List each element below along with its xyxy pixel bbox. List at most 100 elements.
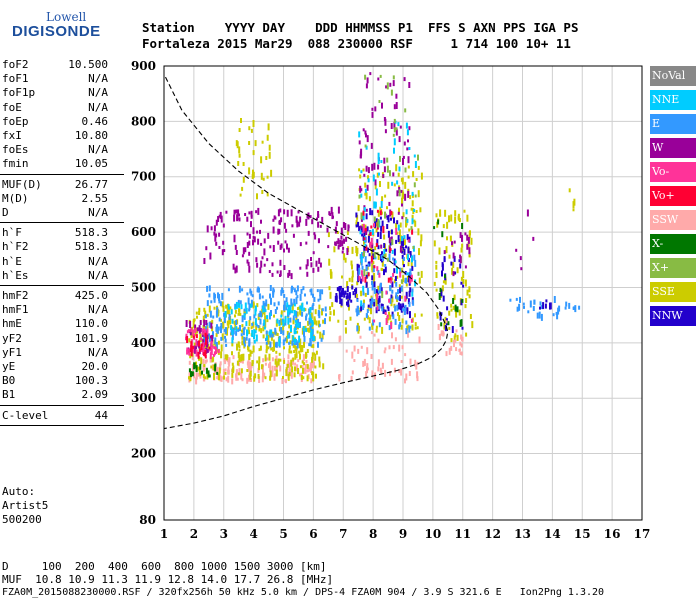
- echo-point: [405, 217, 408, 221]
- echo-point: [291, 224, 294, 228]
- echo-point: [203, 364, 206, 367]
- echo-point: [256, 262, 259, 268]
- echo-point: [202, 358, 205, 364]
- echo-point: [246, 377, 249, 384]
- echo-point: [459, 263, 462, 269]
- echo-point: [236, 360, 239, 366]
- echo-point: [398, 344, 401, 352]
- echo-point: [224, 311, 227, 318]
- echo-point: [265, 299, 268, 307]
- echo-point: [231, 333, 234, 340]
- echo-point: [435, 288, 438, 292]
- echo-point: [215, 342, 218, 349]
- echo-point: [312, 267, 315, 273]
- echo-point: [362, 223, 365, 231]
- echo-point: [235, 369, 238, 375]
- echo-point: [390, 358, 393, 365]
- echo-point: [378, 272, 381, 278]
- echo-point: [308, 308, 311, 315]
- x-tick-label: 3: [220, 527, 228, 541]
- echo-point: [265, 349, 268, 354]
- echo-point: [375, 289, 378, 294]
- echo-point: [299, 242, 302, 247]
- echo-point: [294, 366, 296, 372]
- echo-point: [262, 177, 265, 181]
- echo-point: [314, 353, 317, 361]
- echo-point: [262, 370, 264, 378]
- echo-point: [379, 232, 382, 239]
- echo-point: [213, 297, 216, 303]
- echo-point: [398, 189, 401, 197]
- echo-point: [263, 248, 266, 256]
- echo-point: [460, 247, 463, 253]
- echo-point: [544, 303, 547, 309]
- echo-point: [241, 315, 244, 323]
- echo-point: [367, 167, 370, 174]
- echo-point: [215, 219, 218, 226]
- echo-point: [549, 302, 552, 310]
- echo-point: [250, 221, 252, 228]
- echo-point: [241, 378, 244, 382]
- echo-point: [286, 243, 288, 250]
- echo-point: [190, 349, 193, 357]
- echo-point: [396, 231, 399, 235]
- y-tick-label: 500: [131, 280, 156, 294]
- echo-point: [408, 371, 411, 376]
- echo-point: [362, 291, 365, 296]
- echo-point: [396, 190, 399, 197]
- echo-point: [459, 341, 462, 346]
- echo-point: [441, 263, 444, 271]
- echo-point: [468, 231, 471, 239]
- echo-point: [411, 214, 414, 219]
- echo-point: [362, 213, 365, 221]
- echo-point: [469, 314, 472, 319]
- echo-point: [392, 133, 395, 137]
- echo-point: [197, 366, 200, 371]
- echo-point: [319, 224, 322, 228]
- echo-point: [348, 292, 351, 299]
- echo-point: [300, 375, 303, 380]
- echo-point: [377, 338, 380, 343]
- header-line-1: Station YYYY DAY DDD HHMMSS P1 FFS S AXN…: [142, 20, 579, 35]
- echo-point: [367, 272, 370, 277]
- echo-point: [288, 348, 291, 354]
- echo-point: [295, 290, 298, 296]
- echo-point: [248, 211, 251, 215]
- echo-point: [203, 319, 206, 327]
- echo-point: [365, 266, 368, 272]
- echo-point: [242, 176, 245, 183]
- echo-point: [366, 265, 369, 270]
- echo-point: [231, 372, 234, 378]
- echo-point: [200, 345, 203, 350]
- echo-point: [239, 300, 242, 305]
- echo-point: [193, 342, 196, 347]
- echo-point: [234, 306, 237, 310]
- echo-point: [288, 270, 291, 276]
- echo-point: [209, 310, 212, 318]
- echo-point: [401, 308, 404, 312]
- echo-point: [188, 348, 191, 356]
- echo-point: [234, 267, 237, 274]
- echo-point: [462, 278, 465, 284]
- echo-point: [312, 344, 315, 349]
- echo-point: [403, 249, 406, 255]
- echo-point: [388, 237, 391, 244]
- echo-point: [351, 351, 354, 359]
- echo-point: [404, 167, 407, 173]
- echo-point: [292, 342, 295, 348]
- echo-point: [207, 343, 210, 349]
- echo-point: [227, 309, 230, 315]
- echo-point: [376, 239, 379, 246]
- echo-point: [380, 225, 383, 232]
- echo-point: [404, 295, 407, 302]
- echo-point: [538, 311, 541, 319]
- echo-point: [391, 281, 394, 288]
- echo-point: [265, 335, 268, 341]
- echo-point: [407, 272, 410, 276]
- echo-point: [453, 255, 456, 262]
- echo-point: [368, 326, 371, 331]
- echo-point: [241, 186, 244, 191]
- echo-point: [238, 285, 241, 293]
- echo-point: [392, 314, 395, 320]
- echo-point: [285, 367, 288, 371]
